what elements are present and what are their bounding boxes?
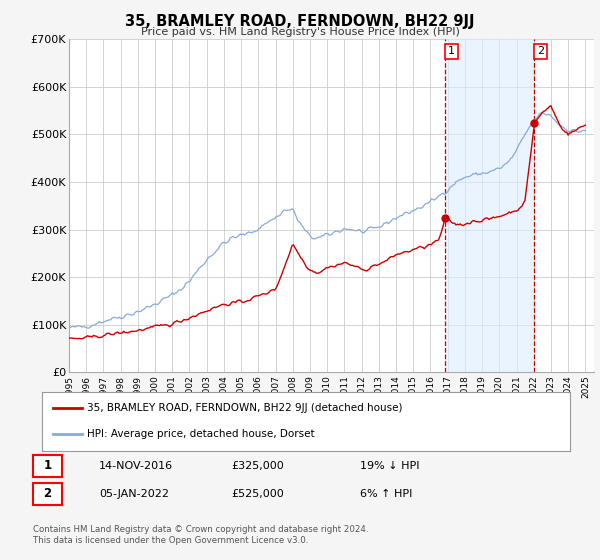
Text: 1: 1: [448, 46, 455, 57]
Text: 2: 2: [43, 487, 52, 501]
Text: 35, BRAMLEY ROAD, FERNDOWN, BH22 9JJ: 35, BRAMLEY ROAD, FERNDOWN, BH22 9JJ: [125, 14, 475, 29]
Text: 05-JAN-2022: 05-JAN-2022: [99, 489, 169, 499]
Text: £525,000: £525,000: [231, 489, 284, 499]
Text: 19% ↓ HPI: 19% ↓ HPI: [360, 461, 419, 471]
Text: 6% ↑ HPI: 6% ↑ HPI: [360, 489, 412, 499]
Text: 1: 1: [43, 459, 52, 473]
Text: Contains HM Land Registry data © Crown copyright and database right 2024.
This d: Contains HM Land Registry data © Crown c…: [33, 525, 368, 545]
Text: 35, BRAMLEY ROAD, FERNDOWN, BH22 9JJ (detached house): 35, BRAMLEY ROAD, FERNDOWN, BH22 9JJ (de…: [87, 403, 403, 413]
Text: £325,000: £325,000: [231, 461, 284, 471]
Text: HPI: Average price, detached house, Dorset: HPI: Average price, detached house, Dors…: [87, 430, 314, 440]
Text: 14-NOV-2016: 14-NOV-2016: [99, 461, 173, 471]
Bar: [445, 39, 535, 372]
Text: 2: 2: [537, 46, 544, 57]
Text: Price paid vs. HM Land Registry's House Price Index (HPI): Price paid vs. HM Land Registry's House …: [140, 27, 460, 37]
